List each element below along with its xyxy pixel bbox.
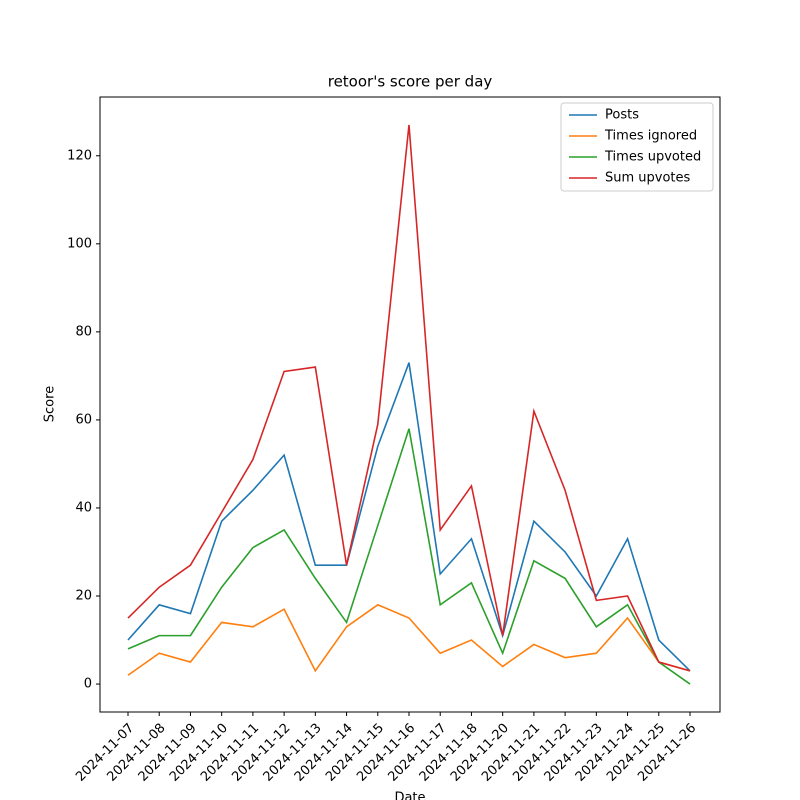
y-tick-label: 80 <box>75 324 92 339</box>
chart-title: retoor's score per day <box>328 73 493 91</box>
legend-label: Times upvoted <box>604 150 701 165</box>
x-axis-label: Date <box>394 791 425 800</box>
y-tick-label: 20 <box>75 588 92 603</box>
y-tick-label: 40 <box>75 500 92 515</box>
y-tick-label: 120 <box>67 148 92 163</box>
y-tick-label: 100 <box>67 236 92 251</box>
legend: Posts Times ignored Times upvoted Sum upvot… <box>560 102 714 192</box>
y-axis-label: Score <box>43 386 58 422</box>
series-line <box>127 124 691 672</box>
plot-frame <box>99 96 721 713</box>
legend-label: Times ignored <box>604 129 697 144</box>
legend-label: Sum upvotes <box>605 171 691 186</box>
legend-box <box>560 102 714 192</box>
series-line <box>127 428 691 685</box>
y-tick-label: 0 <box>84 677 92 692</box>
y-tick-label: 60 <box>75 412 92 427</box>
series-line <box>127 362 691 672</box>
legend-label: Posts <box>605 108 639 123</box>
series-line <box>127 603 691 676</box>
